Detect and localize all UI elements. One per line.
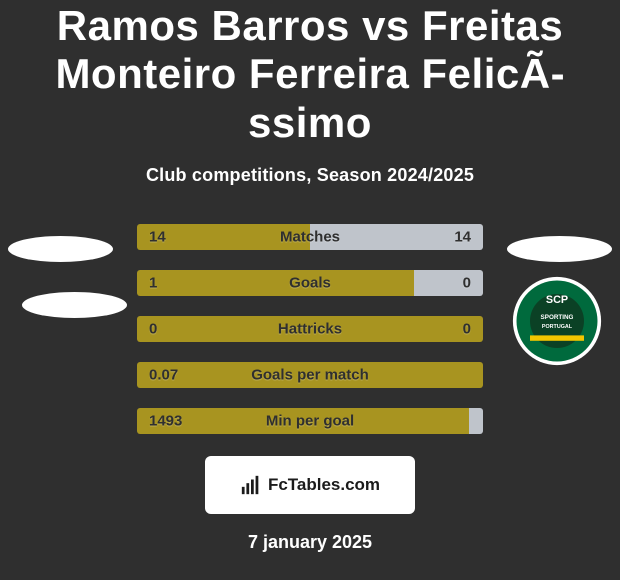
stat-bar: 1 Goals 0 [137,270,483,296]
stat-bar: 0.07 Goals per match [137,362,483,388]
player-left-placeholder-2 [22,292,127,318]
stat-bar: 14 Matches 14 [137,224,483,250]
stat-name: Hattricks [278,320,342,337]
stat-bars: 14 Matches 14 1 Goals 0 0 Hattricks 0 0.07 Goals p… [137,224,483,434]
club-badge-right: SCP SPORTING PORTUGAL [512,276,602,366]
stat-right-value: 0 [463,320,471,337]
stat-bar-right-fill [414,270,483,296]
stat-left-value: 0.07 [149,366,178,383]
stats-area: SCP SPORTING PORTUGAL 14 Matches 14 1 Goals 0… [0,224,620,434]
date-text: 7 january 2025 [248,532,372,553]
footer-brand-text: FcTables.com [268,475,380,495]
stat-left-value: 0 [149,320,157,337]
comparison-card: Ramos Barros vs Freitas Monteiro Ferreir… [0,0,620,580]
stat-name: Goals per match [251,366,369,383]
stat-right-value: 14 [454,228,471,245]
stat-left-value: 1493 [149,412,182,429]
svg-text:SPORTING: SPORTING [541,314,574,321]
page-title: Ramos Barros vs Freitas Monteiro Ferreir… [0,2,620,147]
stat-bar-left-fill [137,270,414,296]
stat-name: Min per goal [266,412,354,429]
stat-left-value: 1 [149,274,157,291]
player-right-placeholder [507,236,612,262]
stat-right-value: 0 [463,274,471,291]
svg-text:PORTUGAL: PORTUGAL [542,324,573,330]
stat-name: Matches [280,228,340,245]
season-subtitle: Club competitions, Season 2024/2025 [146,165,474,186]
footer-brand-card: FcTables.com [205,456,415,514]
stat-bar-right-fill [469,408,483,434]
stat-bar: 0 Hattricks 0 [137,316,483,342]
svg-text:SCP: SCP [546,294,568,306]
stat-name: Goals [289,274,331,291]
stat-bar: 1493 Min per goal [137,408,483,434]
sporting-cp-badge-icon: SCP SPORTING PORTUGAL [512,276,602,366]
player-left-placeholder-1 [8,236,113,262]
stat-left-value: 14 [149,228,166,245]
bar-chart-icon [240,474,262,496]
